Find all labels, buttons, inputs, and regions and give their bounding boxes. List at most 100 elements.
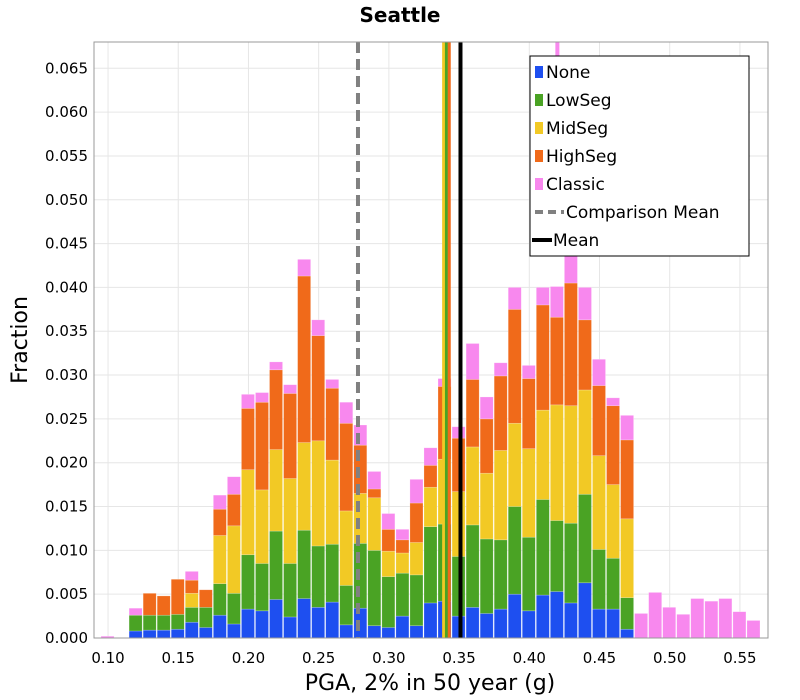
bar-highseg xyxy=(606,405,620,485)
bar-lowseg xyxy=(536,499,550,596)
bar-none xyxy=(423,602,438,639)
bar-lowseg xyxy=(367,550,382,627)
y-tick-label: 0.005 xyxy=(45,585,88,603)
x-tick-label: 0.50 xyxy=(653,649,686,667)
bar-highseg xyxy=(381,529,396,552)
bar-midseg xyxy=(283,478,297,564)
legend-label: Mean xyxy=(553,231,599,251)
bar-highseg xyxy=(325,387,340,461)
bar-lowseg xyxy=(241,554,255,610)
bar-classic xyxy=(592,358,606,386)
bar-highseg xyxy=(156,595,171,616)
bar-classic xyxy=(325,379,340,389)
bar-classic xyxy=(536,287,550,306)
bar-highseg xyxy=(353,444,368,494)
y-tick-label: 0.030 xyxy=(45,366,88,384)
bar-highseg xyxy=(339,422,354,512)
bar-none xyxy=(199,627,213,639)
bar-none xyxy=(142,629,157,639)
bar-none xyxy=(507,593,522,639)
bar-midseg xyxy=(507,422,522,507)
bar-highseg xyxy=(367,488,382,499)
legend-label: None xyxy=(546,63,590,83)
bar-none xyxy=(578,582,592,639)
bar-midseg xyxy=(479,472,494,540)
bar-classic xyxy=(550,286,564,318)
bar-none xyxy=(184,621,199,639)
bar-none xyxy=(311,607,325,639)
bar-lowseg xyxy=(479,538,494,614)
bar-classic xyxy=(676,614,691,639)
bar-midseg xyxy=(269,449,283,532)
bar-lowseg xyxy=(269,530,283,600)
x-tick-label: 0.10 xyxy=(91,649,124,667)
bar-classic xyxy=(732,611,747,639)
bar-classic xyxy=(367,471,382,490)
bar-lowseg xyxy=(170,614,185,630)
bar-none xyxy=(353,607,368,639)
bar-classic xyxy=(269,361,283,371)
bar-none xyxy=(297,598,311,639)
bar-lowseg xyxy=(255,563,269,612)
legend-label: LowSeg xyxy=(546,91,612,111)
chart-title: Seattle xyxy=(359,3,440,27)
bar-none xyxy=(170,628,185,639)
bar-midseg xyxy=(395,552,410,574)
bar-lowseg xyxy=(550,520,564,592)
bar-midseg xyxy=(325,459,340,545)
legend-label: Comparison Mean xyxy=(566,203,720,223)
legend-swatch-midseg xyxy=(535,122,543,134)
bar-classic xyxy=(690,598,705,639)
bar-lowseg xyxy=(297,529,311,599)
bar-lowseg xyxy=(465,524,480,608)
bar-lowseg xyxy=(606,557,620,610)
bar-classic xyxy=(718,598,733,639)
bar-classic xyxy=(465,343,480,380)
bar-highseg xyxy=(493,375,508,451)
bar-lowseg xyxy=(592,549,606,610)
bar-classic xyxy=(648,592,662,639)
legend-label: Classic xyxy=(546,175,605,195)
legend-swatch-none xyxy=(535,66,543,78)
x-tick-label: 0.15 xyxy=(162,649,195,667)
bar-classic xyxy=(620,415,634,441)
x-tick-label: 0.45 xyxy=(583,649,616,667)
bar-classic xyxy=(521,365,536,379)
bar-midseg xyxy=(367,497,382,551)
x-tick-label: 0.55 xyxy=(723,649,756,667)
bar-highseg xyxy=(227,493,241,527)
bar-classic xyxy=(339,401,354,424)
bar-classic xyxy=(578,287,592,321)
bar-midseg xyxy=(255,489,269,564)
bar-midseg xyxy=(213,535,227,584)
bar-midseg xyxy=(353,493,368,544)
bar-highseg xyxy=(170,578,185,615)
bar-none xyxy=(381,627,396,639)
y-tick-label: 0.025 xyxy=(45,410,88,428)
bar-none xyxy=(269,599,283,639)
bar-none xyxy=(550,591,564,639)
bar-classic xyxy=(564,252,578,284)
x-tick-label: 0.25 xyxy=(302,649,335,667)
bar-classic xyxy=(409,479,424,504)
plot-frame xyxy=(93,41,769,639)
bar-midseg xyxy=(184,592,199,608)
bar-none xyxy=(606,608,620,639)
bar-classic xyxy=(606,397,620,407)
bar-lowseg xyxy=(199,607,213,628)
x-tick-label: 0.40 xyxy=(513,649,546,667)
bar-midseg xyxy=(592,455,606,550)
bar-midseg xyxy=(339,510,354,586)
bar-highseg xyxy=(409,502,424,543)
bar-classic xyxy=(381,513,396,530)
bar-none xyxy=(128,630,143,639)
y-tick-label: 0.050 xyxy=(45,191,88,209)
y-tick-label: 0.010 xyxy=(45,541,88,559)
bar-none xyxy=(395,615,410,639)
legend-swatch-classic xyxy=(535,178,543,190)
bar-highseg xyxy=(550,316,564,406)
bar-lowseg xyxy=(213,583,227,616)
bar-none xyxy=(325,601,340,639)
bar-highseg xyxy=(311,335,325,442)
bar-lowseg xyxy=(311,545,325,608)
